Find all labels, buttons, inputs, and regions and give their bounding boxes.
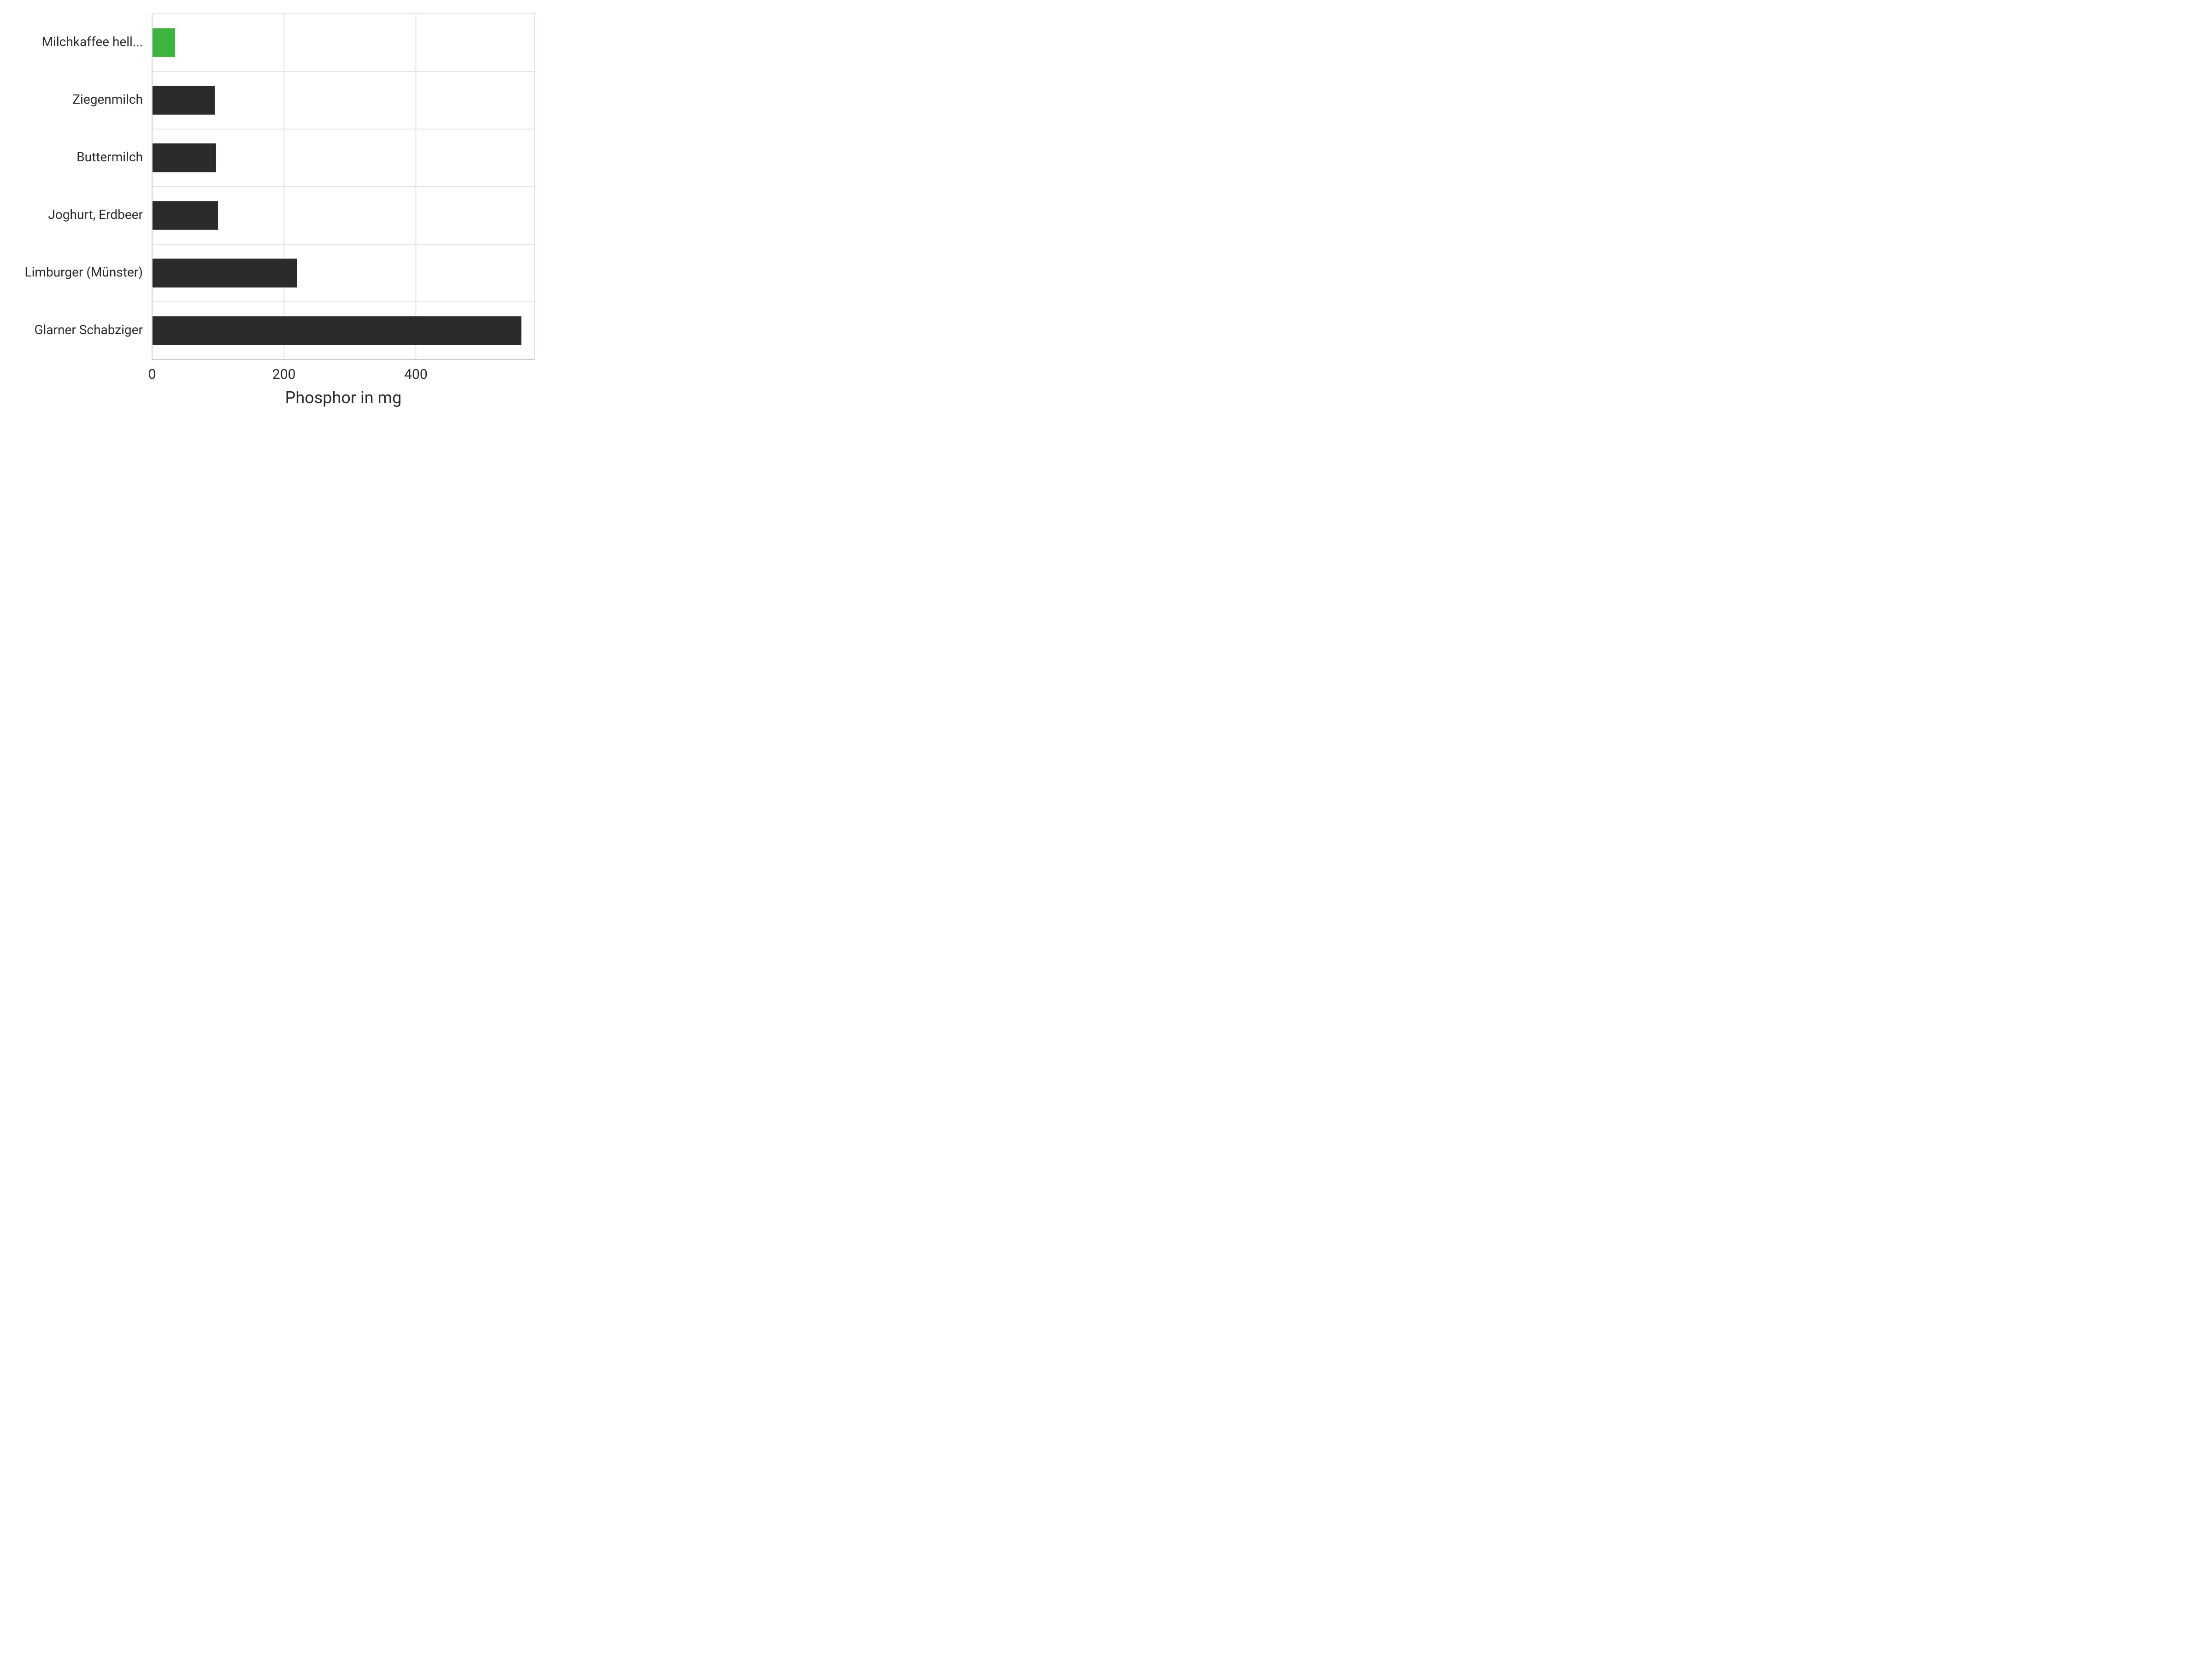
chart-container: Milchkaffee hell... Ziegenmilch Buttermilc… bbox=[0, 0, 553, 415]
bar bbox=[152, 316, 521, 345]
category-label: Ziegenmilch bbox=[72, 92, 143, 107]
bar bbox=[152, 143, 216, 172]
x-tick-label: 400 bbox=[404, 366, 428, 382]
bar bbox=[152, 259, 297, 288]
bar-chart: Milchkaffee hell... Ziegenmilch Buttermilc… bbox=[0, 0, 553, 415]
category-label: Limburger (Münster) bbox=[25, 265, 143, 280]
bar bbox=[152, 201, 218, 230]
x-tick-label: 0 bbox=[148, 366, 156, 382]
x-tick-label: 200 bbox=[272, 366, 296, 382]
x-axis-label: Phosphor in mg bbox=[285, 388, 402, 407]
category-label: Buttermilch bbox=[76, 149, 143, 165]
category-label: Glarner Schabziger bbox=[34, 322, 143, 337]
bar bbox=[152, 28, 175, 57]
category-label: Milchkaffee hell... bbox=[42, 34, 143, 49]
category-label: Joghurt, Erdbeer bbox=[48, 207, 143, 222]
bar bbox=[152, 86, 215, 115]
